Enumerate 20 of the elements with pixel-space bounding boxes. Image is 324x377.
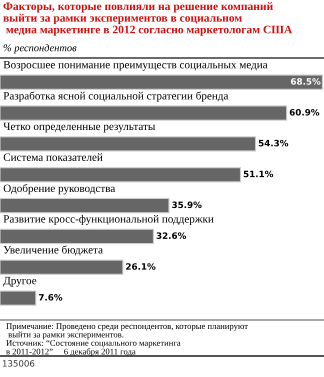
y-tick-label: Одобрение руководства <box>4 184 116 194</box>
data-label: 32.6% <box>156 232 186 239</box>
y-tick-label: Разработка ясной социальной стратегии бренда <box>4 91 228 102</box>
y-tick-label: Возросшее понимание преимуществ социальных медиа <box>4 61 268 71</box>
y-tick-label: Развитие кросс-функциональной поддержки <box>4 214 214 225</box>
text: 135006 <box>2 360 34 367</box>
data-label: 54.3% <box>258 140 288 146</box>
data-label: 7.6% <box>38 294 62 301</box>
text: Примечание: Проведено среди респондентов, которые планируют выйти за рамки экспериментов. Источник: “Состояние социального маркетинга в 2011-2012” 6 декабря 2011 года <box>6 323 248 356</box>
y-tick-label: Система показателей <box>4 153 103 161</box>
data-label: 68.5% <box>290 78 320 85</box>
chart-subtitle: % респондентов <box>4 44 76 54</box>
y-tick-label: Другое <box>3 276 36 287</box>
data-label: 60.9% <box>290 108 320 116</box>
data-label: 35.9% <box>172 202 202 208</box>
data-label: 51.1% <box>244 170 274 178</box>
y-tick-label: Четко определенные результаты <box>3 122 156 132</box>
data-label: 26.1% <box>126 263 156 270</box>
chart-title: Факторы, которые повлияли на решение компаний выйти за рамки экспериментов в социальном медиа маркетинге в 2012 согласно маркетологам США <box>3 2 292 36</box>
y-tick-label: Увеличение бюджета <box>4 245 103 256</box>
